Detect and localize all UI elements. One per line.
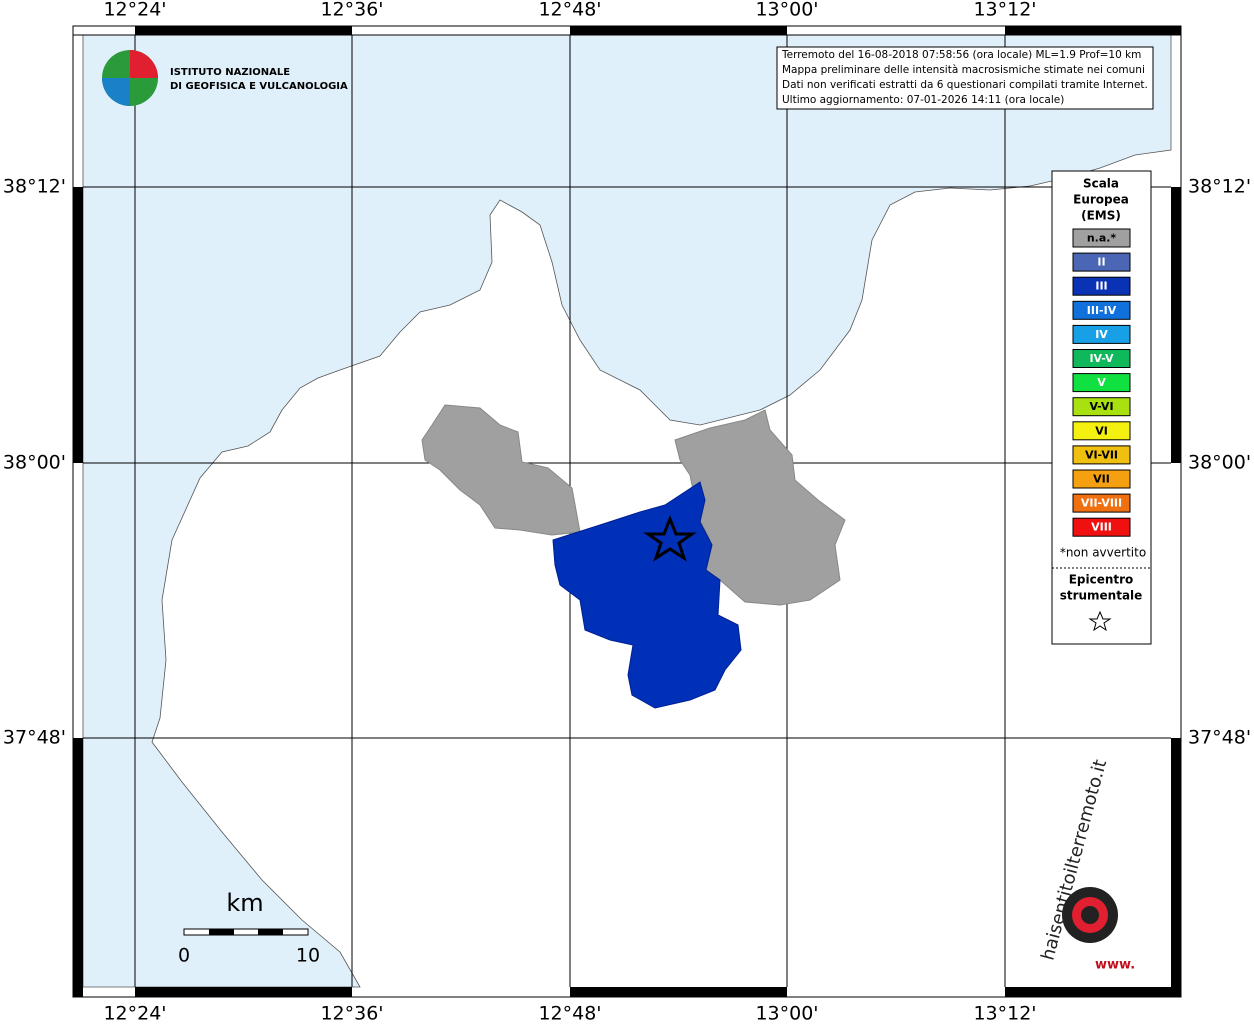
info-line: Terremoto del 16-08-2018 07:58:56 (ora l… (781, 49, 1141, 61)
legend-note: *non avvertito (1060, 546, 1146, 560)
legend-label: IV (1095, 328, 1108, 341)
lon-label: 12°24' (103, 1003, 166, 1025)
legend-swatch (1072, 373, 1131, 393)
region-iii (552, 481, 742, 709)
info-line: Ultimo aggiornamento: 07-01-2026 14:11 (… (782, 94, 1064, 106)
legend-label: II (1097, 256, 1105, 269)
legend-title: (EMS) (1081, 209, 1121, 223)
lon-label: 12°48' (538, 1003, 601, 1025)
legend-epicenter: Epicentro (1069, 573, 1134, 587)
ingv-name: ISTITUTO NAZIONALE (170, 67, 290, 78)
legend-label: III (1095, 280, 1107, 293)
info-line: Mappa preliminare delle intensità macros… (782, 64, 1145, 76)
legend-swatch (1072, 276, 1131, 296)
scale-bar (183, 928, 309, 936)
legend-label: V-VI (1089, 400, 1113, 413)
region-na-west (421, 404, 581, 536)
lat-label: 38°00' (1188, 452, 1251, 474)
info-box (776, 46, 1154, 110)
border-band (570, 987, 787, 997)
lon-label: 12°48' (538, 0, 601, 21)
legend-label: VII-VIII (1081, 497, 1122, 510)
legend-swatch (1072, 252, 1131, 272)
lat-label: 38°12' (1188, 176, 1251, 198)
border-band (1005, 987, 1181, 997)
ingv-logo-red (130, 50, 158, 78)
graticule (83, 35, 1171, 987)
lat-label: 37°48' (1188, 727, 1251, 749)
scale-seg (209, 929, 234, 935)
legend-swatch (1072, 397, 1131, 417)
lon-label: 13°00' (755, 1003, 818, 1025)
legend-label: VI (1095, 424, 1108, 437)
ingv-logo-blue (102, 78, 130, 106)
legend-swatch (1072, 349, 1131, 368)
hst-logo-core (1081, 906, 1099, 924)
lon-label: 13°12' (973, 0, 1036, 21)
legend-title: Europea (1073, 193, 1129, 207)
border-band (135, 987, 352, 997)
lon-label: 12°36' (320, 0, 383, 21)
lon-label: 13°00' (755, 0, 818, 21)
legend-label: VII (1093, 473, 1110, 486)
legend-label: III-IV (1087, 304, 1117, 317)
legend-epicenter: strumentale (1060, 589, 1143, 603)
border-band (570, 26, 787, 35)
lat-label: 38°12' (3, 176, 66, 198)
lat-label: 37°48' (3, 727, 66, 749)
scale-label: 10 (296, 945, 320, 967)
legend-swatch (1072, 469, 1131, 489)
legend-swatch (1072, 324, 1131, 344)
border-band (135, 26, 352, 35)
legend-label: VIII (1091, 521, 1112, 534)
legend-swatch (1072, 517, 1131, 537)
legend-swatch (1072, 445, 1131, 465)
border-band (73, 187, 83, 463)
legend-swatch (1072, 228, 1131, 248)
legend-label: n.a.* (1087, 232, 1117, 245)
info-line: Dati non verificati estratti da 6 questi… (782, 79, 1148, 91)
legend-label: VI-VII (1085, 448, 1118, 461)
hst-www: www. (1095, 958, 1135, 973)
legend-swatch (1072, 300, 1131, 320)
lat-label: 38°00' (3, 452, 66, 474)
legend-label: IV-V (1089, 352, 1114, 365)
legend-swatch (1072, 421, 1131, 441)
border-band (1171, 738, 1181, 997)
lon-label: 12°24' (103, 0, 166, 21)
legend-title: Scala (1083, 177, 1119, 191)
epicenter-star (643, 514, 697, 562)
legend-label: V (1097, 376, 1106, 389)
border-band (1171, 187, 1181, 463)
sea (82, 34, 1172, 988)
border-band (73, 738, 83, 997)
legend-swatch (1072, 493, 1131, 513)
border-band (1005, 26, 1181, 35)
lon-label: 13°12' (973, 1003, 1036, 1025)
scale-label: 0 (178, 945, 190, 967)
ingv-name: DI GEOFISICA E VULCANOLOGIA (170, 81, 348, 92)
scale-seg (258, 929, 283, 935)
scale-unit: km (226, 889, 263, 917)
lon-label: 12°36' (320, 1003, 383, 1025)
legend-star (1088, 610, 1112, 632)
